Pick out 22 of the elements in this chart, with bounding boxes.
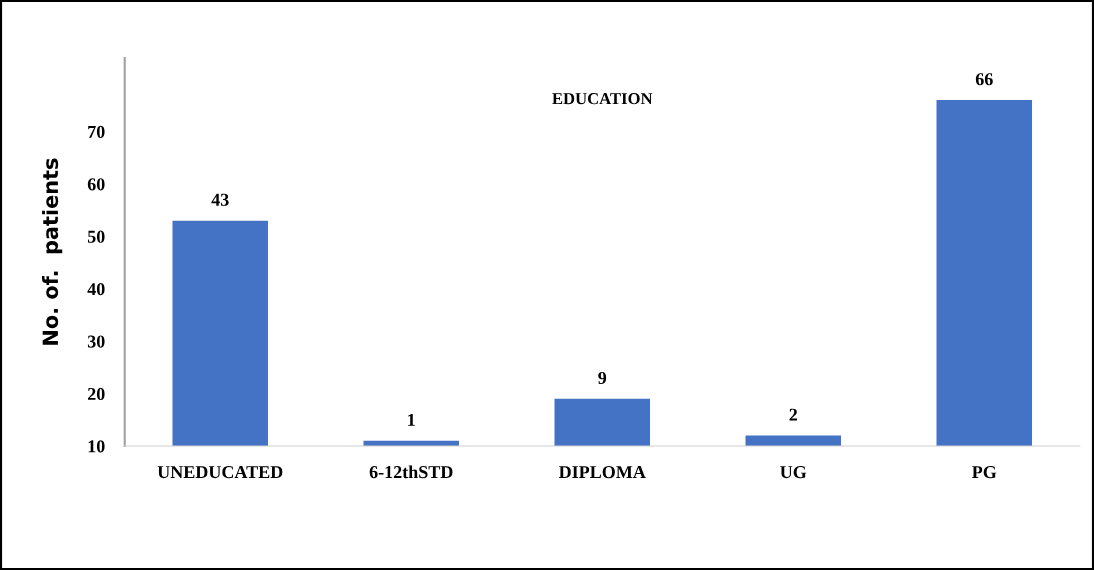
data-label: 66 <box>975 73 993 86</box>
data-label: 9 <box>598 371 607 385</box>
y-tick-label: 50 <box>87 230 105 243</box>
y-tick-label: 10 <box>88 440 105 453</box>
y-tick-label: 40 <box>87 283 105 296</box>
x-tick-label: PG <box>972 466 997 479</box>
x-tick-label: UG <box>780 466 807 479</box>
text: EDUCATION <box>552 93 653 105</box>
y-tick-label: 30 <box>87 335 105 348</box>
bar <box>172 220 268 447</box>
y-tick-label: 20 <box>87 387 105 401</box>
data-label: 2 <box>789 408 797 421</box>
y-tick-label: 60 <box>87 178 105 191</box>
x-tick-label: DIPLOMA <box>558 466 646 479</box>
x-tick-label: UNEDUCATED <box>157 466 283 479</box>
data-label: 43 <box>211 193 229 206</box>
y-axis-title: No. of. patients <box>42 158 63 345</box>
x-tick-label: 6-12thSTD <box>369 465 453 479</box>
bar <box>936 100 1033 447</box>
data-label: 1 <box>408 413 415 426</box>
y-tick-label: 70 <box>88 125 105 138</box>
bar <box>554 398 650 447</box>
